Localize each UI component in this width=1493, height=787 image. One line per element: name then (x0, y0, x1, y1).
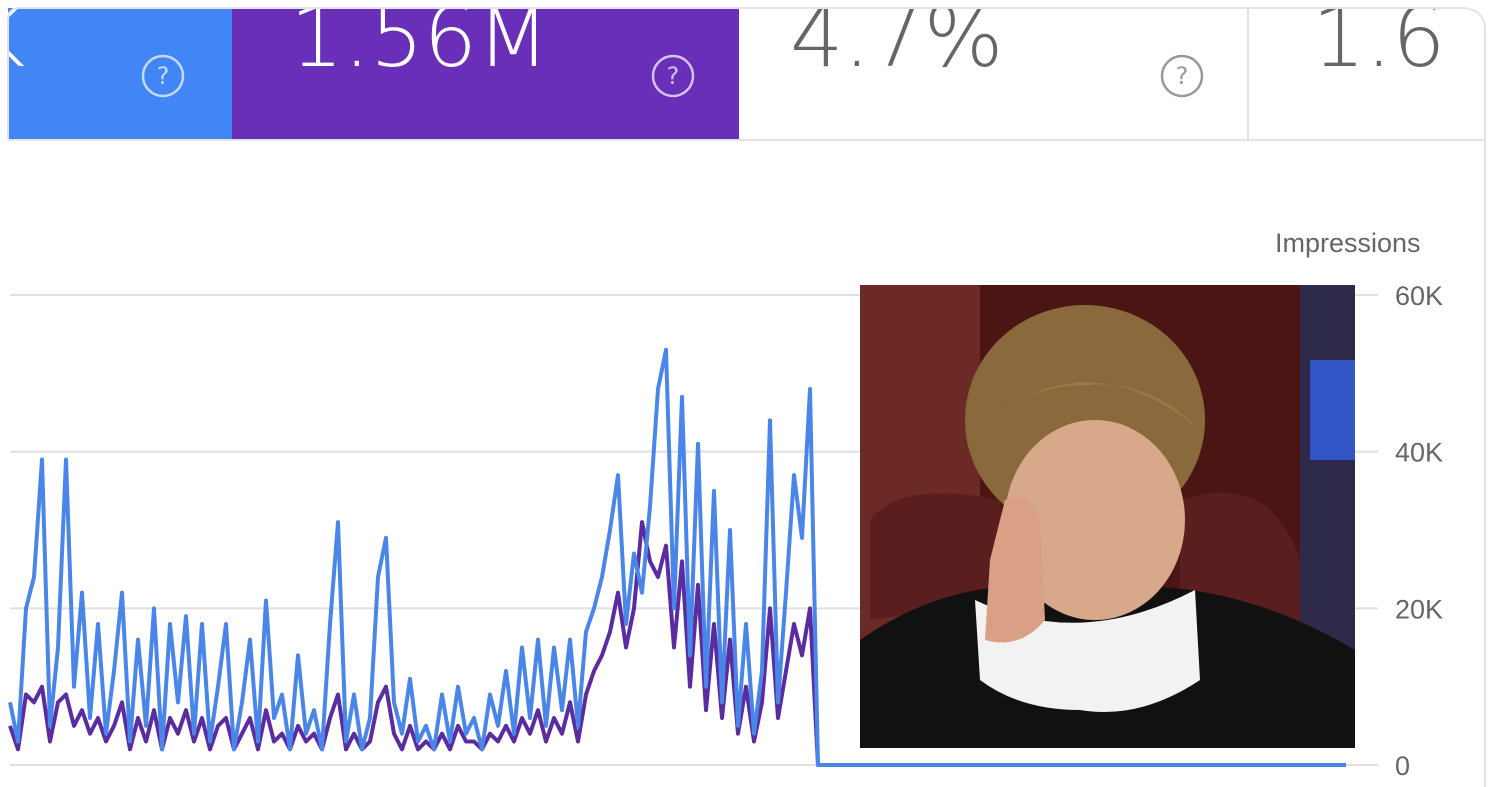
help-icon[interactable]: ? (141, 54, 185, 98)
help-glyph: ? (667, 62, 680, 90)
position-card[interactable] (1248, 8, 1485, 140)
y-axis-title: Impressions (1275, 228, 1421, 258)
help-glyph: ? (1176, 62, 1189, 90)
metric-cards: K 1.56M 4.7% 1.6 ? ? ? (0, 0, 1485, 140)
impressions-card[interactable] (232, 8, 739, 140)
y-tick-label: 40K (1395, 438, 1443, 468)
plot (8, 347, 1346, 767)
series-line (8, 347, 1346, 767)
card-value: 1.56M (290, 0, 550, 86)
clicks-card[interactable] (8, 8, 232, 140)
card-value: K (0, 0, 25, 86)
card-value: 1.6 (1312, 0, 1446, 86)
y-tick-label: 20K (1395, 594, 1443, 624)
y-tick-label: 0 (1395, 751, 1410, 781)
help-icon[interactable]: ? (651, 54, 695, 98)
help-icon[interactable]: ? (1160, 54, 1204, 98)
panel-border (7, 7, 1486, 787)
card-value: 4.7% (790, 0, 1003, 86)
y-tick-label: 60K (1395, 281, 1443, 311)
meme-image (860, 285, 1355, 748)
help-glyph: ? (157, 62, 170, 90)
